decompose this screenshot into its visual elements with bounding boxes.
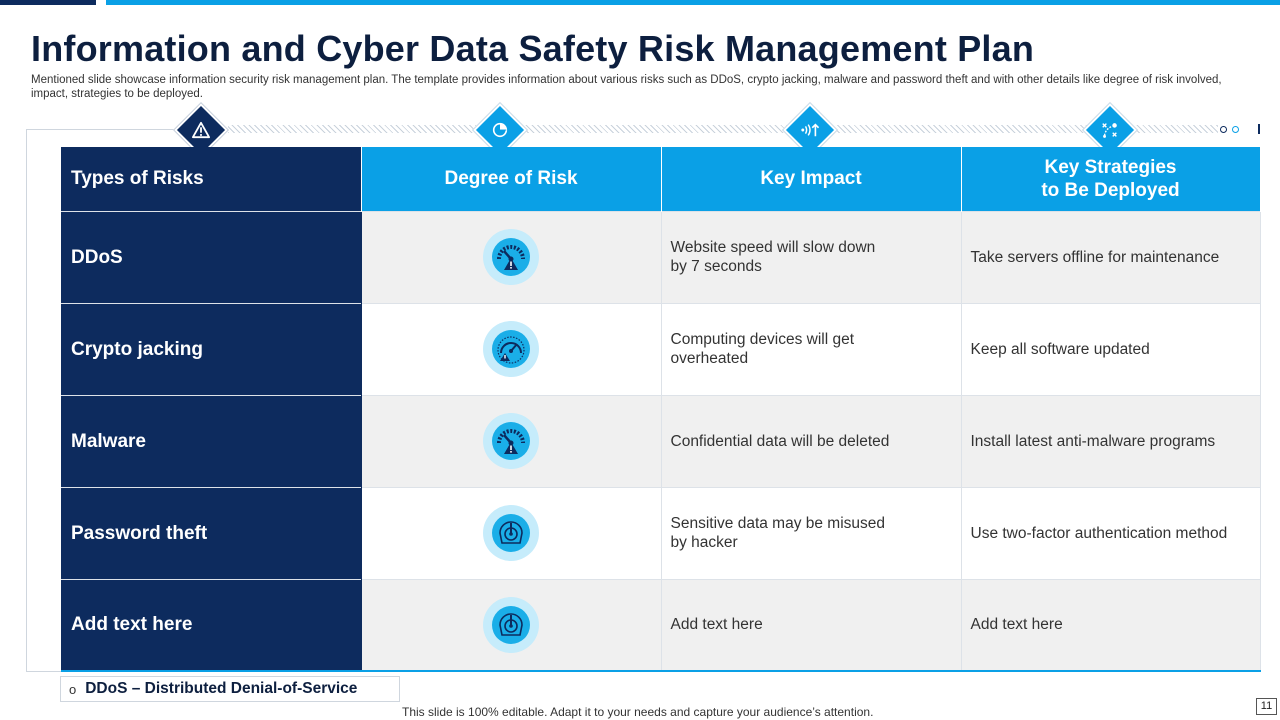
- strategy-path-icon: [1102, 123, 1117, 138]
- slide-subtitle: Mentioned slide showcase information sec…: [31, 74, 1222, 100]
- table-row: Add text here Add text here Add text her…: [61, 578, 1261, 672]
- key-impact-cell: Add text here: [661, 578, 962, 672]
- risk-type-cell: Add text here: [61, 578, 362, 672]
- low-risk-gauge-icon: [483, 505, 539, 561]
- column-header-degree-of-risk: Degree of Risk: [361, 147, 662, 211]
- slide-title: Information and Cyber Data Safety Risk M…: [31, 28, 1035, 69]
- column-header-key-strategies: Key Strategies to Be Deployed: [961, 147, 1261, 211]
- risk-management-table: Types of Risks Degree of Risk Key Impact…: [61, 147, 1261, 672]
- key-strategy-cell: Keep all software updated: [961, 302, 1261, 395]
- warning-icon: [192, 121, 210, 139]
- abbreviation-legend: o DDoS – Distributed Denial-of-Service: [60, 676, 400, 702]
- risk-type-cell: Malware: [61, 394, 362, 487]
- decor-dot-blue: [1232, 126, 1239, 133]
- key-strategy-cell: Use two-factor authentication method: [961, 486, 1261, 579]
- key-impact-cell: Computing devices will get overheated: [661, 302, 962, 395]
- column-header-types-of-risks: Types of Risks: [61, 147, 362, 211]
- header-diamond-impact: [783, 103, 837, 157]
- medium-risk-gauge-icon: [483, 321, 539, 377]
- table-header-row: Types of Risks Degree of Risk Key Impact…: [61, 147, 1261, 211]
- degree-of-risk-cell: [361, 486, 662, 579]
- table-row: Crypto jacking Computing devices will ge…: [61, 302, 1261, 395]
- header-hatch-band: [228, 125, 1218, 133]
- header-diamond-strategy: [1083, 103, 1137, 157]
- top-accent-bar-light: [106, 0, 1280, 5]
- risk-type-cell: Crypto jacking: [61, 302, 362, 395]
- degree-of-risk-cell: [361, 394, 662, 487]
- key-impact-cell: Confidential data will be deleted: [661, 394, 962, 487]
- frame-line-bottom: [26, 671, 61, 672]
- high-risk-gauge-icon: [483, 229, 539, 285]
- degree-of-risk-cell: [361, 210, 662, 303]
- legend-text: DDoS – Distributed Denial-of-Service: [85, 680, 358, 697]
- degree-of-risk-cell: [361, 302, 662, 395]
- low-risk-gauge-icon: [483, 596, 539, 653]
- pie-chart-icon: [492, 122, 508, 138]
- high-risk-gauge-icon: [483, 413, 539, 469]
- key-impact-cell: Sensitive data may be misused by hacker: [661, 486, 962, 579]
- decor-tick: [1258, 124, 1260, 134]
- key-impact-cell: Website speed will slow down by 7 second…: [661, 210, 962, 303]
- header-diamond-degree: [473, 103, 527, 157]
- decor-dot: [1220, 126, 1227, 133]
- top-accent-bar-dark: [0, 0, 96, 5]
- signal-up-icon: [801, 123, 820, 137]
- risk-type-cell: DDoS: [61, 210, 362, 303]
- table-row: Malware Confidential data will be delete…: [61, 394, 1261, 487]
- legend-bullet: o: [69, 681, 77, 697]
- key-strategy-cell: Install latest anti-malware programs: [961, 394, 1261, 487]
- degree-of-risk-cell: [361, 578, 662, 672]
- risk-type-cell: Password theft: [61, 486, 362, 579]
- table-row: DDoS Website speed will slow down by 7 s…: [61, 210, 1261, 303]
- header-diamond-risks: [174, 103, 228, 157]
- key-strategy-cell: Add text here: [961, 578, 1261, 672]
- frame-line-left: [26, 129, 27, 672]
- footer-note: This slide is 100% editable. Adapt it to…: [402, 705, 874, 719]
- page-number: 11: [1256, 698, 1277, 715]
- table-row: Password theft Sensitive data may be mis…: [61, 486, 1261, 579]
- column-header-key-impact: Key Impact: [661, 147, 962, 211]
- key-strategy-cell: Take servers offline for maintenance: [961, 210, 1261, 303]
- frame-line-top: [26, 129, 176, 130]
